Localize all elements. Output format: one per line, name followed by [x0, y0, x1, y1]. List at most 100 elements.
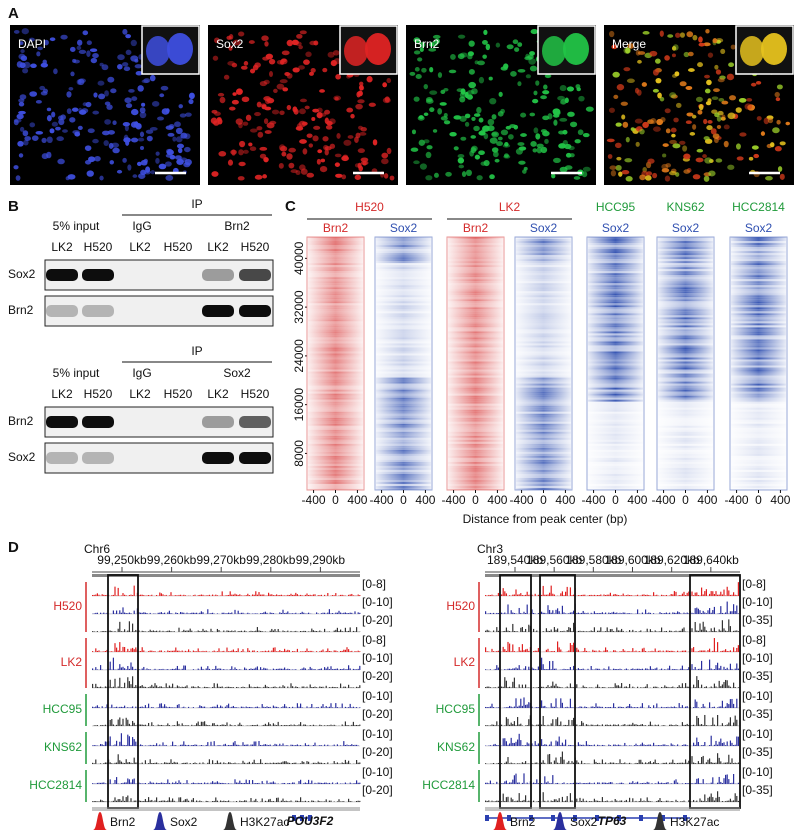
signal — [148, 763, 150, 764]
signal — [645, 609, 647, 614]
signal — [132, 623, 134, 632]
signal — [268, 799, 270, 802]
signal — [332, 725, 334, 726]
signal — [316, 612, 318, 614]
heatmap-row — [588, 369, 643, 372]
heatmap-row — [308, 281, 363, 284]
signal — [261, 798, 263, 802]
signal — [552, 651, 554, 652]
panel-label: B — [8, 198, 19, 215]
signal — [178, 650, 180, 652]
signal — [178, 704, 180, 708]
signal — [603, 631, 605, 632]
signal — [296, 725, 298, 726]
heatmap-row — [731, 415, 786, 418]
heatmap-row — [448, 481, 503, 484]
signal — [728, 590, 730, 596]
signal — [641, 648, 643, 652]
signal — [282, 668, 284, 670]
signal — [128, 612, 130, 614]
signal — [122, 687, 124, 688]
cell — [623, 47, 631, 54]
signal — [276, 651, 278, 652]
heatmap-row — [588, 467, 643, 470]
signal — [186, 685, 188, 688]
signal — [149, 669, 151, 670]
heatmap-row — [588, 387, 643, 390]
signal — [327, 648, 329, 652]
cell — [238, 161, 246, 167]
signal — [635, 650, 637, 652]
heatmap-row — [516, 245, 571, 248]
signal — [541, 686, 543, 688]
signal — [625, 595, 627, 596]
signal — [263, 706, 265, 708]
cell — [308, 143, 314, 148]
signal — [298, 595, 300, 596]
signal — [199, 725, 201, 726]
signal — [488, 613, 490, 614]
signal — [614, 612, 616, 614]
cell — [765, 175, 773, 181]
signal — [320, 594, 322, 596]
signal — [231, 725, 233, 726]
signal — [247, 782, 249, 784]
cell — [223, 74, 230, 80]
signal — [709, 631, 711, 632]
heatmap-row — [658, 361, 713, 364]
heatmap-row — [308, 423, 363, 426]
signal — [561, 631, 563, 632]
heatmap-row — [588, 345, 643, 348]
signal — [231, 650, 233, 652]
cell — [43, 39, 49, 46]
heatmap-row — [588, 245, 643, 248]
signal — [202, 628, 204, 632]
signal — [290, 683, 292, 688]
signal — [168, 762, 170, 764]
heatmap-row — [516, 267, 571, 270]
range-label: [0-10] — [362, 595, 393, 609]
signal — [130, 648, 132, 652]
cell — [644, 175, 652, 181]
signal — [160, 782, 162, 784]
signal — [143, 707, 145, 708]
cell — [259, 146, 268, 151]
signal — [603, 594, 605, 596]
heatmap-row — [731, 341, 786, 344]
signal — [252, 594, 254, 596]
heatmap-row — [731, 317, 786, 320]
cell — [672, 143, 681, 149]
signal — [317, 761, 319, 764]
signal — [709, 648, 711, 652]
signal — [513, 668, 515, 670]
signal — [295, 745, 297, 746]
heatmap-row — [448, 397, 503, 400]
signal — [336, 782, 338, 784]
heatmap-row — [448, 371, 503, 374]
signal — [120, 612, 122, 614]
heatmap-row — [516, 309, 571, 312]
signal — [109, 736, 111, 746]
signal — [320, 650, 322, 652]
signal — [341, 631, 343, 632]
signal — [290, 744, 292, 746]
cell — [159, 93, 165, 98]
signal — [276, 744, 278, 746]
heatmap-row — [448, 311, 503, 314]
signal — [712, 591, 714, 596]
signal — [130, 613, 132, 614]
heatmap-row — [376, 385, 431, 388]
signal — [319, 595, 321, 596]
cell — [670, 127, 677, 133]
cell — [664, 108, 671, 114]
heatmap-row — [308, 307, 363, 310]
signal — [127, 613, 129, 614]
cell — [543, 84, 548, 90]
heatmap-row — [516, 475, 571, 478]
signal — [557, 608, 559, 614]
signal — [688, 613, 690, 614]
signal — [212, 687, 214, 688]
cell — [665, 163, 672, 168]
signal — [181, 668, 183, 670]
heatmap-row — [448, 477, 503, 480]
